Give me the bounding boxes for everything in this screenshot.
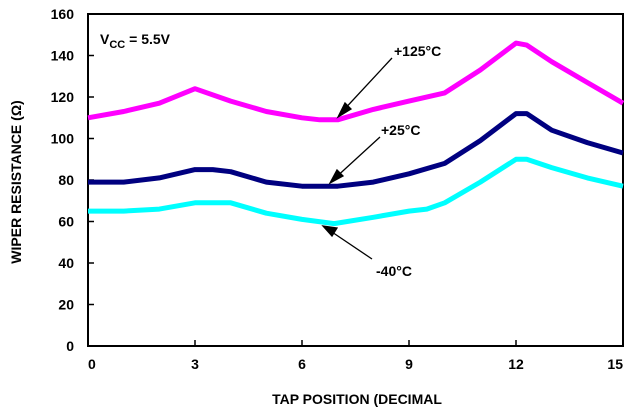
- y-tick-label: 80: [58, 172, 74, 188]
- y-axis-ticks: 0 20 40 60 80 100 120 140 160: [51, 6, 94, 354]
- x-tick-label: 0: [88, 356, 96, 372]
- pointer-125c: [339, 57, 393, 115]
- series-label: -40°C: [376, 263, 412, 279]
- x-axis-title: TAP POSITION (DECIMAL: [272, 391, 442, 407]
- y-axis-title: WIPER RESISTANCE (Ω): [8, 100, 24, 263]
- pointer-m40c-arrowhead: [321, 225, 339, 238]
- y-tick-label: 120: [51, 89, 75, 105]
- vcc-annotation-rest: = 5.5V: [125, 31, 170, 47]
- plot-area-frame: [87, 13, 624, 347]
- x-tick-label: 6: [298, 356, 306, 372]
- series-lines: [87, 40, 625, 227]
- x-axis-ticks: 0 3 6 9 12 15: [87, 340, 624, 372]
- vcc-annotation-main: V: [100, 31, 110, 47]
- x-tick-label: 9: [405, 356, 413, 372]
- label-pointers: [321, 57, 393, 260]
- pointer-125c-arrowhead: [336, 101, 353, 119]
- series-line: [88, 111, 624, 189]
- vcc-annotation-sub: CC: [109, 39, 125, 51]
- y-tick-label: 0: [66, 338, 74, 354]
- x-tick-label: 12: [508, 356, 524, 372]
- y-tick-label: 60: [58, 214, 74, 230]
- series-label: +25°C: [381, 122, 420, 138]
- x-tick-label: 15: [607, 356, 623, 372]
- pointer-25c-arrowhead: [328, 168, 345, 185]
- series-labels: +125°C +25°C -40°C: [376, 43, 441, 279]
- y-tick-label: 100: [51, 131, 75, 147]
- series-line: [88, 156, 624, 227]
- series-label: +125°C: [394, 43, 441, 59]
- x-tick-label: 3: [191, 356, 199, 372]
- series-line: [87, 40, 625, 123]
- y-tick-label: 20: [58, 297, 74, 313]
- vcc-annotation: VCC = 5.5V: [100, 31, 171, 51]
- y-tick-label: 40: [58, 255, 74, 271]
- y-tick-label: 160: [51, 6, 75, 22]
- y-tick-label: 140: [51, 48, 75, 64]
- pointer-25c: [332, 136, 381, 181]
